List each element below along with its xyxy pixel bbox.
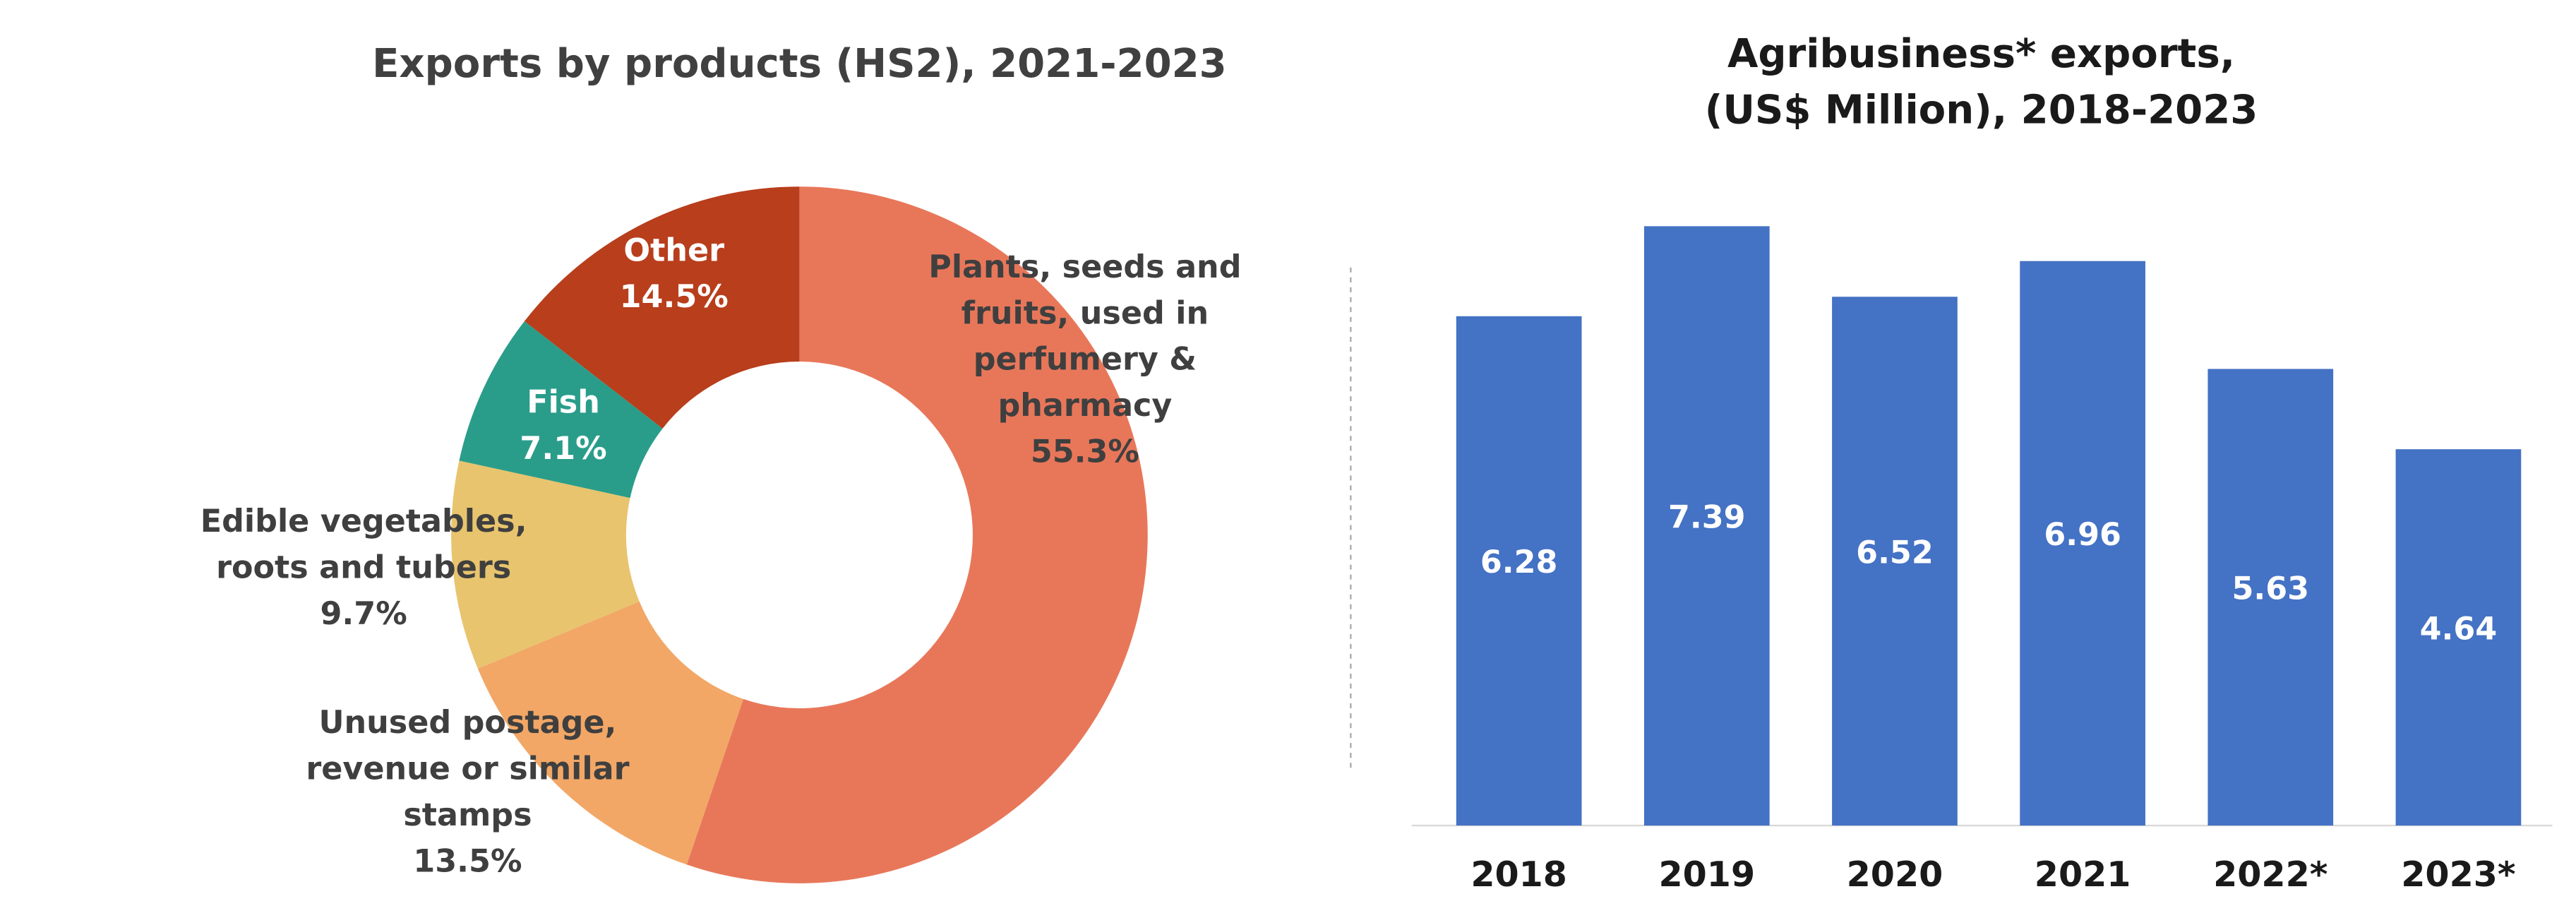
value-label: 7.39 (1668, 499, 1746, 535)
slice-label: Plants, seeds and fruits, used in perfum… (928, 244, 1242, 475)
donut-slice (524, 186, 800, 429)
category-label: Other (623, 232, 725, 270)
x-tick-label: 2023* (2401, 854, 2515, 895)
donut-slice (477, 601, 743, 865)
x-tick-label: 2020 (1847, 854, 1943, 895)
x-tick-label: 2021 (2035, 854, 2131, 895)
value-label: 9.7% (320, 596, 407, 633)
category-label: Fish (527, 384, 600, 422)
bar (1456, 316, 1582, 826)
value-label: 6.52 (1856, 535, 1934, 571)
value-label: 6.28 (1480, 544, 1558, 580)
value-label: 5.63 (2231, 571, 2309, 607)
value-label: 14.5% (619, 279, 729, 316)
chart-title: Agribusiness* exports, (1727, 31, 2235, 77)
donut-slice (686, 186, 1148, 883)
slice-label-box: Unused postage, revenue or similar stamp… (294, 700, 641, 885)
bar (2207, 369, 2334, 826)
bar (1643, 226, 1770, 826)
bar (2395, 449, 2522, 826)
bar (1832, 297, 1958, 826)
value-label: 13.5% (413, 843, 522, 881)
category-label: Unused postage, revenue or similar stamp… (306, 705, 630, 834)
x-tick-label: 2019 (1658, 854, 1755, 895)
value-label: 7.1% (520, 431, 607, 467)
x-tick-label: 2022* (2213, 854, 2328, 895)
slice-label-box: Fish 7.1% (498, 380, 630, 472)
donut-slice (451, 460, 640, 669)
chart-title: Exports by products (HS2), 2021-2023 (372, 41, 1227, 87)
donut-slice (459, 321, 663, 499)
slice-label: Other 14.5% (592, 228, 757, 321)
value-label: 4.64 (2420, 611, 2498, 647)
slice-label-box: Edible vegetables, roots and tubers 9.7% (166, 499, 562, 637)
slice-label: Edible vegetables, roots and tubers 9.7% (166, 499, 562, 637)
value-label: 55.3% (1030, 434, 1139, 471)
slice-label: Unused postage, revenue or similar stamp… (294, 700, 641, 885)
slice-label-box: Other 14.5% (592, 228, 757, 321)
bar (2020, 261, 2145, 826)
slice-label-box: Plants, seeds and fruits, used in perfum… (928, 244, 1242, 475)
value-label: 6.96 (2044, 517, 2121, 553)
slice-label: Fish 7.1% (498, 380, 630, 472)
category-label: Plants, seeds and fruits, used in perfum… (928, 249, 1242, 424)
x-tick-label: 2018 (1470, 854, 1567, 895)
category-label: Edible vegetables, roots and tubers (200, 503, 527, 587)
chart-title: (US$ Million), 2018-2023 (1705, 88, 2258, 133)
